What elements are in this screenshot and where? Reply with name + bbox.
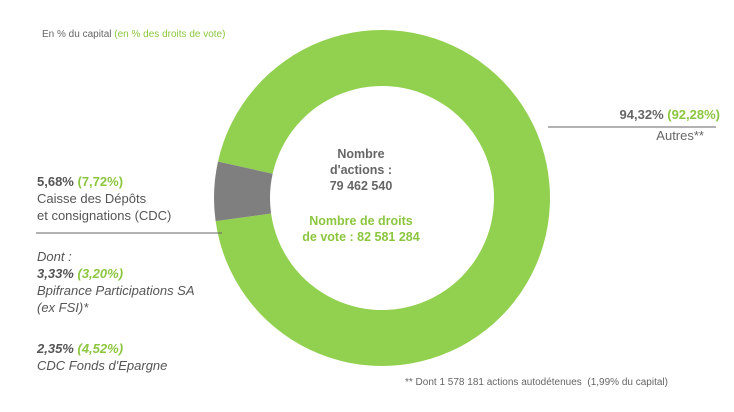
autres-capital-pct: 94,32% <box>619 107 664 122</box>
bpi-votes-pct: (3,20%) <box>77 266 124 281</box>
cdc-capital-pct: 5,68% <box>37 174 74 189</box>
cdc-fonds-block: 2,35% (4,52%) CDC Fonds d'Epargne <box>37 340 167 374</box>
center-shares-value: 79 462 540 <box>329 179 393 193</box>
center-shares-label-1: Nombre <box>337 147 385 161</box>
autres-label: Autres** <box>656 128 704 143</box>
slice-autres <box>215 29 550 366</box>
cdc-name-line-1: Caisse des Dépôts <box>37 191 147 206</box>
cdc-fonds-votes-pct: (4,52%) <box>77 341 124 356</box>
bpi-name-line-1: Bpifrance Participations SA <box>37 283 195 298</box>
center-shares-count: Nombre d'actions : 79 462 540 <box>311 146 411 194</box>
dont-block: Dont : 3,33% (3,20%) Bpifrance Participa… <box>37 248 195 316</box>
center-votes-label-2: de vote : 82 581 284 <box>302 230 420 244</box>
legend-capital-label: En % du capital <box>42 29 112 40</box>
bpi-capital-pct: 3,33% <box>37 266 74 281</box>
slice-cdc <box>213 161 273 222</box>
autres-percentages: 94,32% (92,28%) <box>580 107 720 122</box>
chart-legend-caption: En % du capital (en % des droits de vote… <box>42 29 225 40</box>
donut-slices <box>213 29 550 366</box>
cdc-fonds-name: CDC Fonds d'Epargne <box>37 358 168 373</box>
bpi-name-line-2: (ex FSI)* <box>37 300 89 315</box>
center-votes-count: Nombre de droits de vote : 82 581 284 <box>296 213 426 245</box>
dont-label: Dont : <box>37 249 72 264</box>
center-votes-label-1: Nombre de droits <box>309 214 413 228</box>
cdc-votes-pct: (7,72%) <box>77 174 124 189</box>
cdc-block: 5,68% (7,72%) Caisse des Dépôts et consi… <box>37 173 171 224</box>
cdc-fonds-capital-pct: 2,35% <box>37 341 74 356</box>
center-shares-label-2: d'actions : <box>329 163 392 177</box>
legend-votes-label: (en % des droits de vote) <box>114 29 226 40</box>
cdc-name-line-2: et consignations (CDC) <box>37 208 172 223</box>
footnote: ** Dont 1 578 181 actions autodétenues (… <box>405 377 668 388</box>
autres-votes-pct: (92,28%) <box>667 107 720 122</box>
